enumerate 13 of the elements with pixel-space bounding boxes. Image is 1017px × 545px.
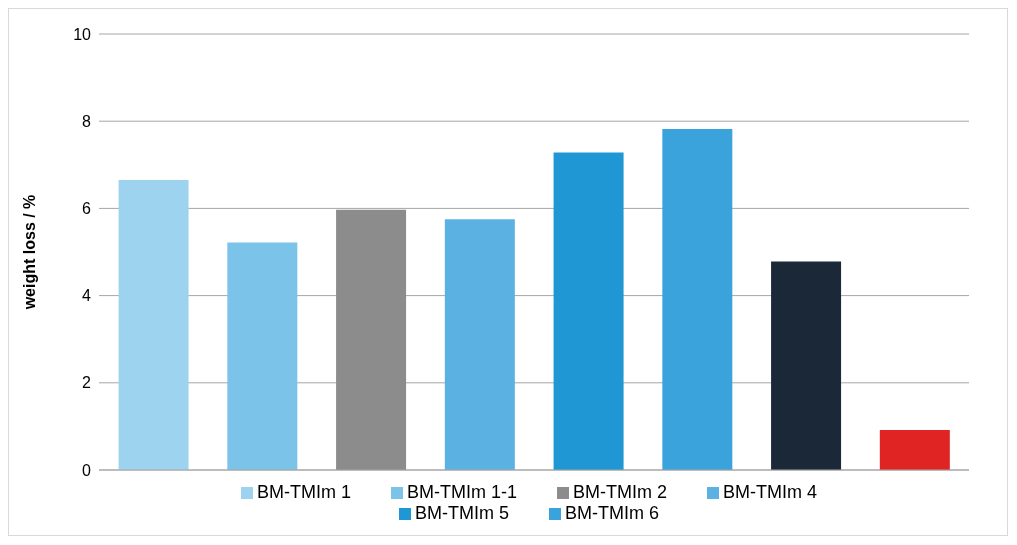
legend-label: BM-TMIm 4 <box>723 482 817 502</box>
y-tick-label: 8 <box>82 112 92 130</box>
y-axis-title: weight loss / % <box>20 194 38 311</box>
y-tick-label: 0 <box>82 461 92 479</box>
y-tick-label: 6 <box>82 200 92 218</box>
legend-label: BM-TMIm 1 <box>257 482 351 502</box>
y-tick-label: 4 <box>82 287 92 305</box>
legend-label: BM-TMIm 5 <box>415 503 509 523</box>
legend-label: BM-TMIm 6 <box>565 503 659 523</box>
y-tick-label: 2 <box>82 374 92 392</box>
legend-label: BM-TMIm 1-1 <box>407 482 517 502</box>
y-tick-label: 10 <box>73 25 92 43</box>
legend-label: BM-TMIm 2 <box>573 482 667 502</box>
